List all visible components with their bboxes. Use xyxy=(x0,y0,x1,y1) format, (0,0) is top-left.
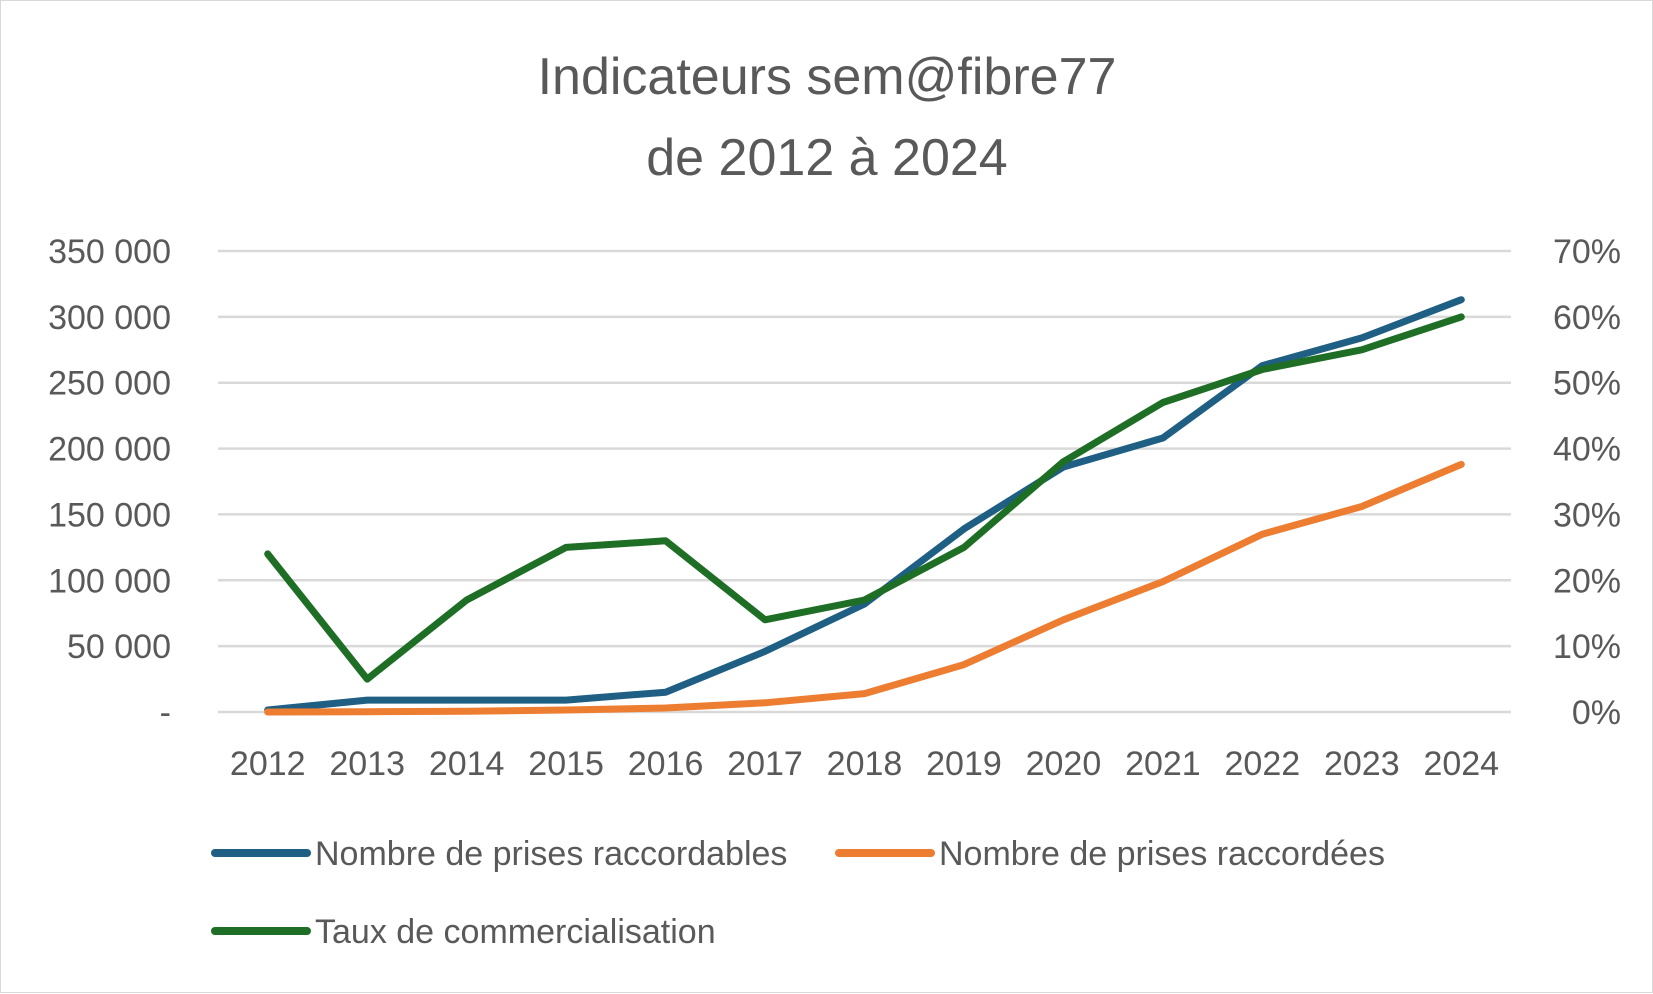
right-axis-tick-label: 30% xyxy=(1553,496,1621,534)
left-axis-tick-label: 300 000 xyxy=(48,299,171,337)
right-axis-tick-label: 60% xyxy=(1553,299,1621,337)
left-axis-tick-label: - xyxy=(160,694,171,732)
x-axis-tick-label: 2023 xyxy=(1324,745,1400,783)
left-axis-tick-labels: - 50 000 100 000 150 000 200 000 250 000 300 0… xyxy=(48,233,171,732)
x-axis-tick-label: 2014 xyxy=(429,745,505,783)
right-axis-tick-label: 10% xyxy=(1553,628,1621,666)
legend-item-taux-commercialisation: Taux de commercialisation xyxy=(211,913,716,951)
right-axis-tick-label: 70% xyxy=(1553,233,1621,271)
right-axis-tick-label: 50% xyxy=(1553,365,1621,403)
left-axis-tick-label: 50 000 xyxy=(67,628,171,666)
series-line-raccordees xyxy=(264,460,1465,716)
x-axis-tick-label: 2022 xyxy=(1225,745,1301,783)
x-axis-tick-label: 2015 xyxy=(528,745,604,783)
left-axis-tick-label: 200 000 xyxy=(48,431,171,469)
x-axis-tick-label: 2012 xyxy=(230,745,306,783)
left-axis-tick-label: 100 000 xyxy=(48,562,171,600)
x-axis-tick-label: 2017 xyxy=(727,745,803,783)
legend-item-raccordees: Nombre de prises raccordées xyxy=(835,835,1385,873)
left-axis-tick-label: 250 000 xyxy=(48,365,171,403)
legend: Nombre de prises raccordables Nombre de p… xyxy=(211,835,1385,951)
right-axis-tick-label: 20% xyxy=(1553,562,1621,600)
right-axis-tick-labels: 0% 10% 20% 30% 40% 50% 60% 70% xyxy=(1553,233,1621,732)
x-axis-tick-label: 2020 xyxy=(1026,745,1102,783)
x-axis-tick-label: 2018 xyxy=(827,745,903,783)
right-axis-tick-label: 0% xyxy=(1572,694,1621,732)
x-axis-tick-label: 2024 xyxy=(1423,745,1499,783)
x-axis-tick-label: 2016 xyxy=(628,745,704,783)
legend-label: Nombre de prises raccordées xyxy=(939,835,1385,873)
chart-title-line-1: Indicateurs sem@fibre77 xyxy=(538,48,1117,106)
legend-label: Nombre de prises raccordables xyxy=(315,835,787,873)
left-axis-tick-label: 350 000 xyxy=(48,233,171,271)
series-lines xyxy=(264,296,1465,716)
x-axis-tick-label: 2019 xyxy=(926,745,1002,783)
x-axis-tick-label: 2013 xyxy=(329,745,405,783)
chart-title-line-2: de 2012 à 2024 xyxy=(646,129,1007,187)
series-line-taux-commercialisation xyxy=(264,313,1465,683)
legend-item-raccordables: Nombre de prises raccordables xyxy=(211,835,787,873)
x-axis-tick-label: 2021 xyxy=(1125,745,1201,783)
gridlines xyxy=(218,249,1511,714)
legend-label: Taux de commercialisation xyxy=(315,913,716,951)
right-axis-tick-label: 40% xyxy=(1553,431,1621,469)
series-line-raccordables xyxy=(264,296,1465,714)
x-axis-tick-labels: 2012 2013 2014 2015 2016 2017 2018 2019 2020 2021… xyxy=(230,745,1499,783)
left-axis-tick-label: 150 000 xyxy=(48,496,171,534)
